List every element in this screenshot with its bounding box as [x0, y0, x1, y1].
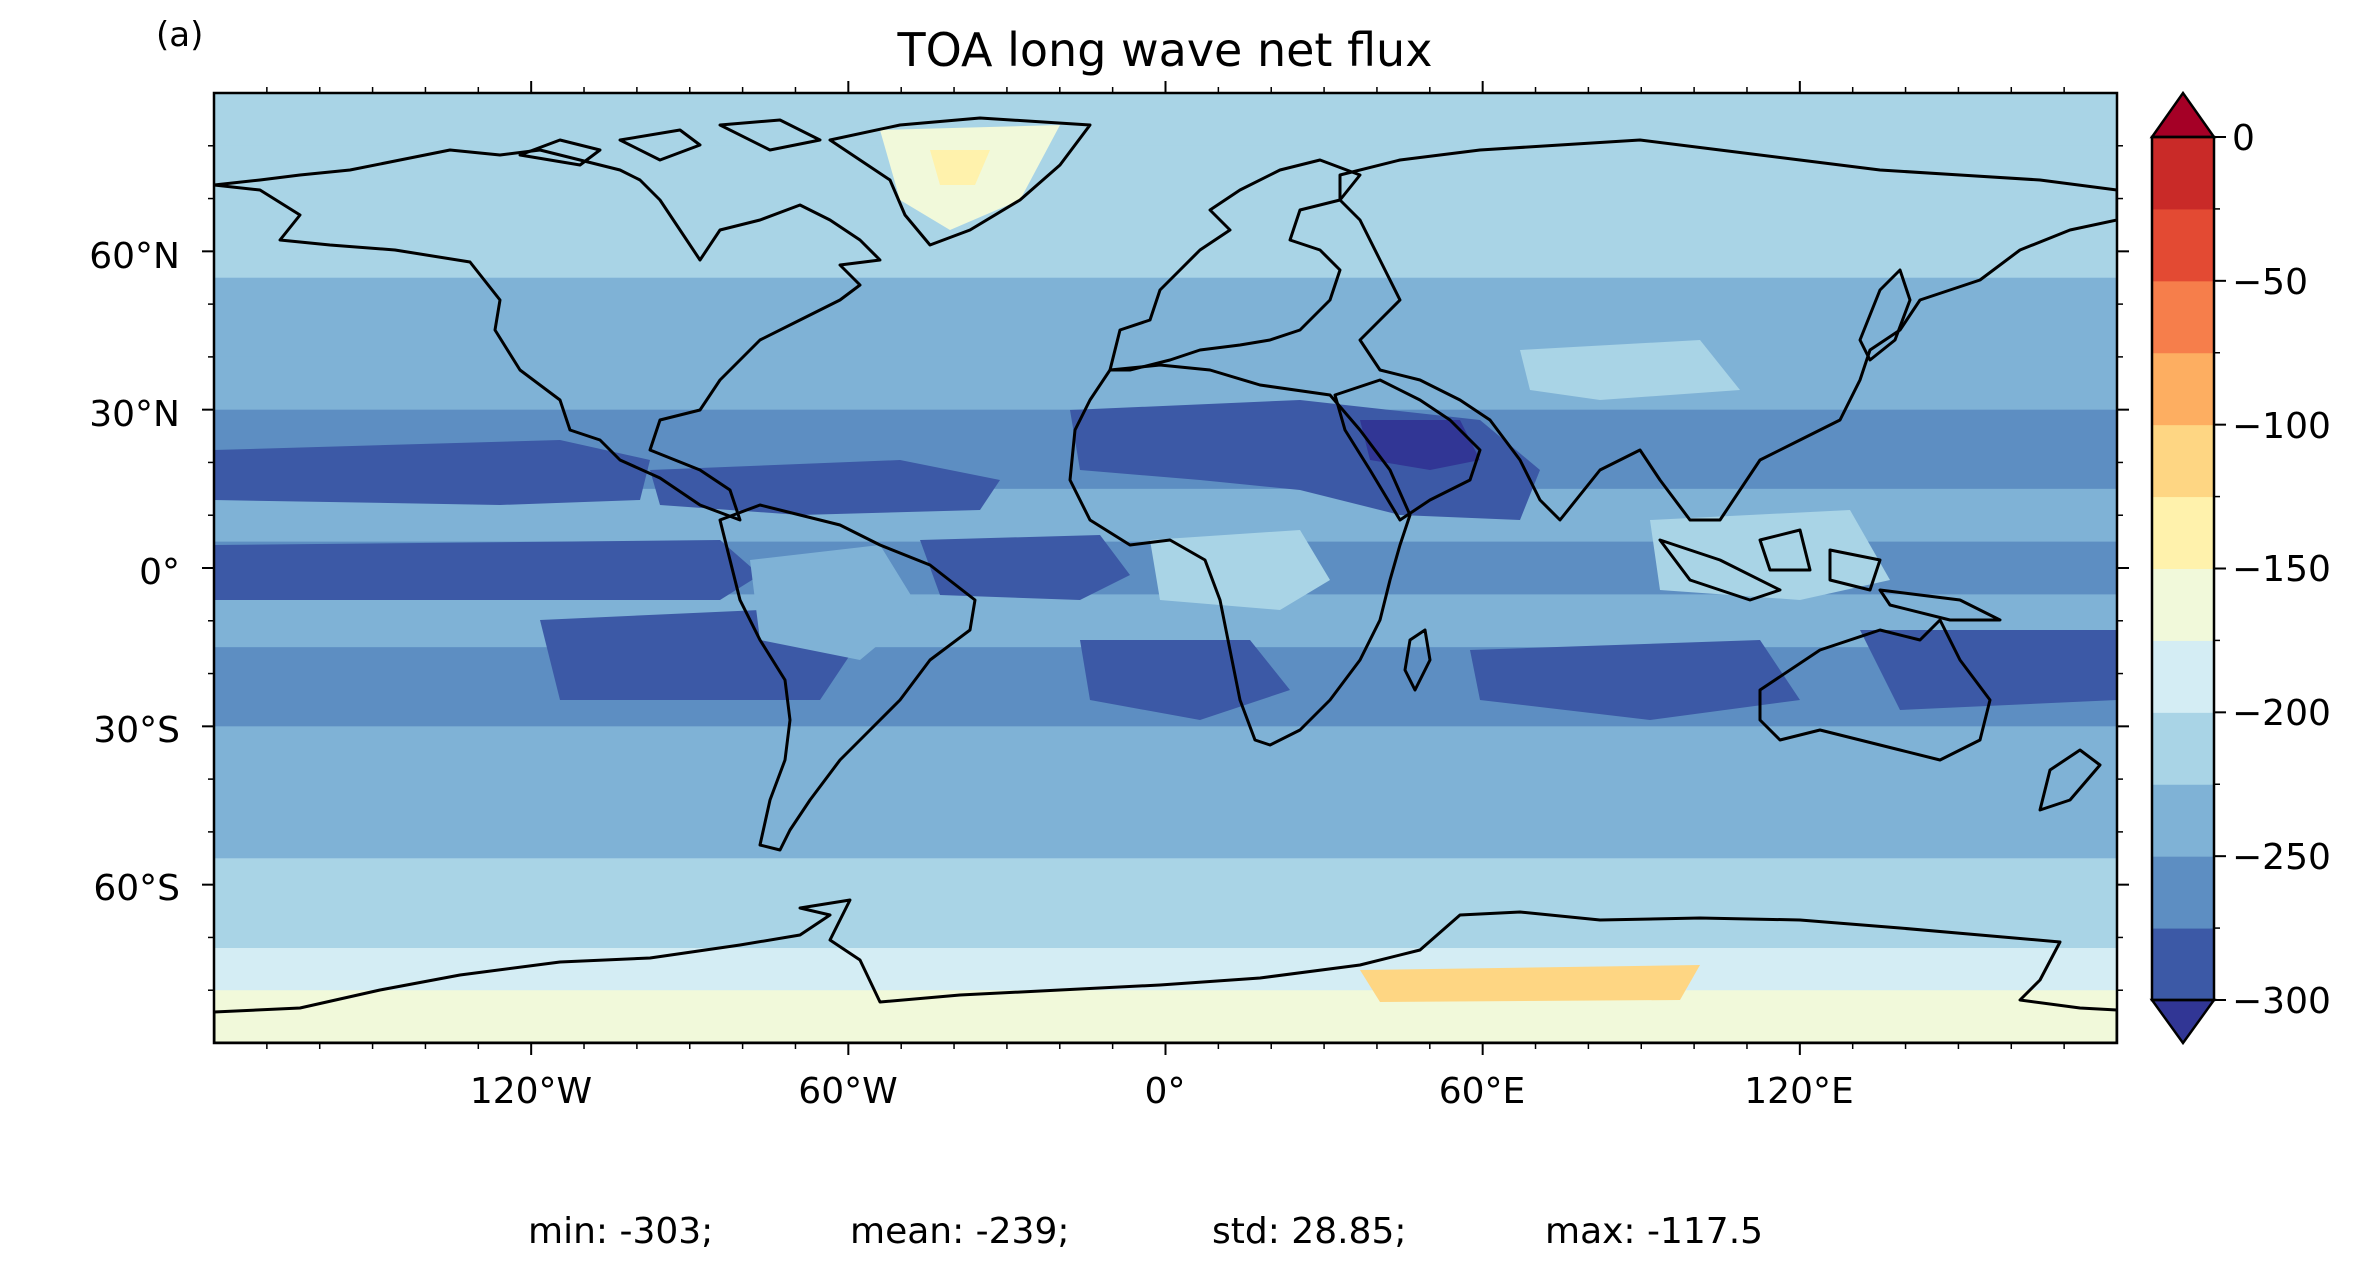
patch-south-atlantic [1080, 640, 1290, 720]
colorbar-tick-marks [2214, 136, 2226, 1001]
colorbar-bin [2152, 856, 2214, 929]
coast-new-zealand [2038, 748, 2102, 812]
coast-indonesia [1658, 528, 2002, 622]
colorbar-bins [2152, 137, 2214, 1001]
colorbar-tick-label-m150: −150 [2232, 549, 2331, 590]
patch-greenland-core [930, 150, 990, 185]
coastlines [214, 116, 2117, 1043]
colorbar-tick-label-m50: −50 [2232, 262, 2308, 303]
lat-band-11 [214, 805, 2117, 859]
lon-tick-label-120e: 120°E [1744, 1071, 1853, 1112]
colorbar-bin [2152, 640, 2214, 713]
colorbar-tick-label-m250: −250 [2232, 837, 2331, 878]
lat-tick-label-60s: 60°S [93, 868, 180, 909]
lon-tick-label-120w: 120°W [470, 1071, 592, 1112]
lat-tick-label-60n: 60°N [89, 236, 180, 277]
colorbar-extend-min [2149, 998, 2217, 1046]
patch-central-africa [1150, 530, 1330, 610]
lat-band-2 [214, 198, 2117, 279]
panel-label: (a) [156, 15, 203, 55]
coast-australia [1758, 618, 1992, 762]
lat-band-8 [214, 594, 2117, 648]
colorbar-tick-label-m300: −300 [2232, 981, 2331, 1022]
colorbar-extend-max [2149, 90, 2217, 139]
stat-min: min: -303; [528, 1211, 713, 1252]
colorbar-bin [2152, 712, 2214, 785]
coast-arabia [1333, 378, 1482, 522]
coast-canadian-archipelago [518, 118, 822, 167]
patch-arabian-core [1360, 420, 1480, 470]
coast-antarctica [214, 898, 2117, 1043]
lon-tick-label-60w: 60°W [798, 1071, 897, 1112]
lon-tick-label-60e: 60°E [1439, 1071, 1526, 1112]
lat-band-12 [214, 858, 2117, 912]
coast-asia [1338, 138, 2117, 522]
map-plot: 60°N 30°N 0° 30°S 60°S 120°W 60°W 0° 60°… [89, 81, 2129, 1112]
lat-tick-label-30s: 30°S [93, 710, 180, 751]
colorbar-bin [2152, 496, 2214, 569]
lat-tick-label-eq: 0° [139, 552, 180, 593]
lon-tick-label-0: 0° [1145, 1071, 1186, 1112]
lat-band-15 [214, 990, 2117, 1043]
colorbar-bin [2152, 208, 2214, 282]
coast-south-america [718, 503, 977, 852]
colorbar-bin [2152, 784, 2214, 857]
patch-equator-pacific [214, 540, 760, 600]
lat-band-13 [214, 911, 2117, 949]
stats-line: min: -303; mean: -239; std: 28.85; max: … [528, 1211, 1763, 1252]
patch-central-pacific [214, 440, 650, 505]
colorbar-tick-label-0: 0 [2232, 118, 2255, 159]
coast-north-america [214, 148, 882, 522]
coast-africa [1068, 363, 1412, 747]
lat-tick-label-30n: 30°N [89, 394, 180, 435]
patch-east-antarctica [1360, 965, 1700, 1002]
colorbar: 0 −50 −100 −150 −200 −250 −300 [2149, 90, 2331, 1046]
regional-patches [214, 125, 2117, 1002]
patch-amazon [750, 545, 920, 660]
lat-band-3 [214, 277, 2117, 358]
patch-caribbean [650, 460, 1000, 515]
coast-greenland [828, 116, 1092, 247]
patch-tibet [1520, 340, 1740, 400]
stat-std: std: 28.85; [1212, 1211, 1406, 1252]
patch-west-pacific-south [1860, 630, 2117, 710]
colorbar-bin [2152, 137, 2214, 210]
colorbar-bin [2152, 280, 2214, 354]
colorbar-bin [2152, 928, 2214, 1001]
colorbar-bin [2152, 568, 2214, 641]
lat-band-1 [214, 145, 2117, 200]
lat-tick-marks [202, 145, 2129, 991]
lat-band-0 [214, 93, 2117, 147]
map-title: TOA long wave net flux [897, 23, 1433, 77]
lat-band-10 [214, 726, 2117, 806]
coast-madagascar [1403, 628, 1432, 692]
coast-japan [1858, 268, 1912, 362]
colorbar-bin [2152, 352, 2214, 426]
patch-south-indian [1470, 640, 1800, 720]
stat-mean: mean: -239; [850, 1211, 1070, 1252]
patch-equator-atlantic [920, 535, 1130, 600]
lon-tick-marks [266, 81, 2065, 1055]
colorbar-tick-label-m200: −200 [2232, 693, 2331, 734]
colorbar-bin [2152, 424, 2214, 498]
stat-max: max: -117.5 [1545, 1211, 1763, 1252]
colorbar-tick-label-m100: −100 [2232, 406, 2331, 447]
